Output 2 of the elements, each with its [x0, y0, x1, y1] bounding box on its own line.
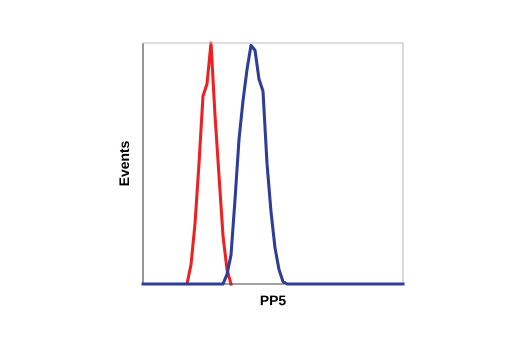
y-axis-title: Events	[119, 141, 130, 186]
x-axis-title: PP5	[260, 296, 286, 306]
